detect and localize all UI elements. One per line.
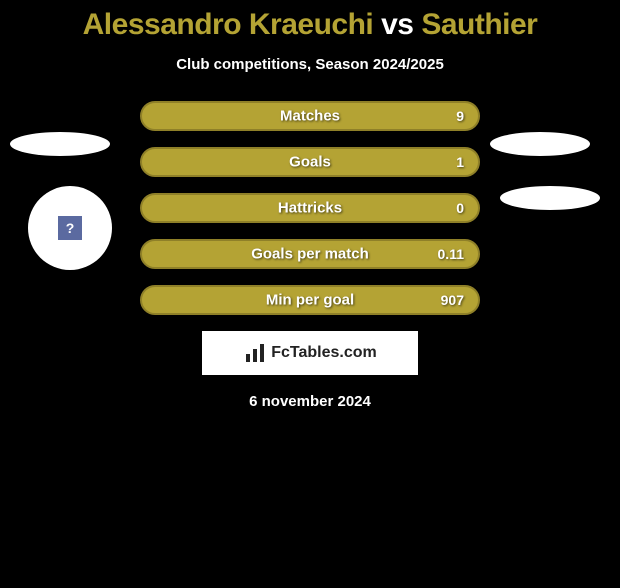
- date-text: 6 november 2024: [0, 393, 620, 410]
- stat-label: Matches: [280, 108, 340, 125]
- source-logo-text: FcTables.com: [271, 344, 377, 362]
- player2-badge-placeholder: [490, 132, 590, 156]
- stat-bar-goals: Goals 1: [140, 147, 480, 177]
- stat-value: 0: [456, 200, 464, 216]
- subtitle: Club competitions, Season 2024/2025: [0, 56, 620, 73]
- stat-value: 9: [456, 108, 464, 124]
- player1-avatar-placeholder: ?: [28, 186, 112, 270]
- stat-label: Min per goal: [266, 292, 354, 309]
- missing-image-icon: ?: [58, 216, 82, 240]
- bar-chart-icon: [243, 341, 267, 365]
- stat-label: Goals per match: [251, 246, 369, 263]
- player2-name: Sauthier: [421, 8, 537, 41]
- stat-value: 907: [441, 292, 464, 308]
- stat-label: Hattricks: [278, 200, 342, 217]
- player1-name: Alessandro Kraeuchi: [83, 8, 374, 41]
- stat-bar-hattricks: Hattricks 0: [140, 193, 480, 223]
- missing-image-glyph: ?: [66, 220, 75, 236]
- source-logo: FcTables.com: [202, 331, 418, 375]
- stat-bar-matches: Matches 9: [140, 101, 480, 131]
- stat-label: Goals: [289, 154, 331, 171]
- stat-value: 0.11: [438, 246, 464, 262]
- vs-text: vs: [381, 8, 413, 41]
- player1-badge-placeholder: [10, 132, 110, 156]
- player2-flag-placeholder: [500, 186, 600, 210]
- stat-value: 1: [456, 154, 464, 170]
- stat-bar-goals-per-match: Goals per match 0.11: [140, 239, 480, 269]
- stat-bar-min-per-goal: Min per goal 907: [140, 285, 480, 315]
- page-title: Alessandro Kraeuchi vs Sauthier: [0, 8, 620, 42]
